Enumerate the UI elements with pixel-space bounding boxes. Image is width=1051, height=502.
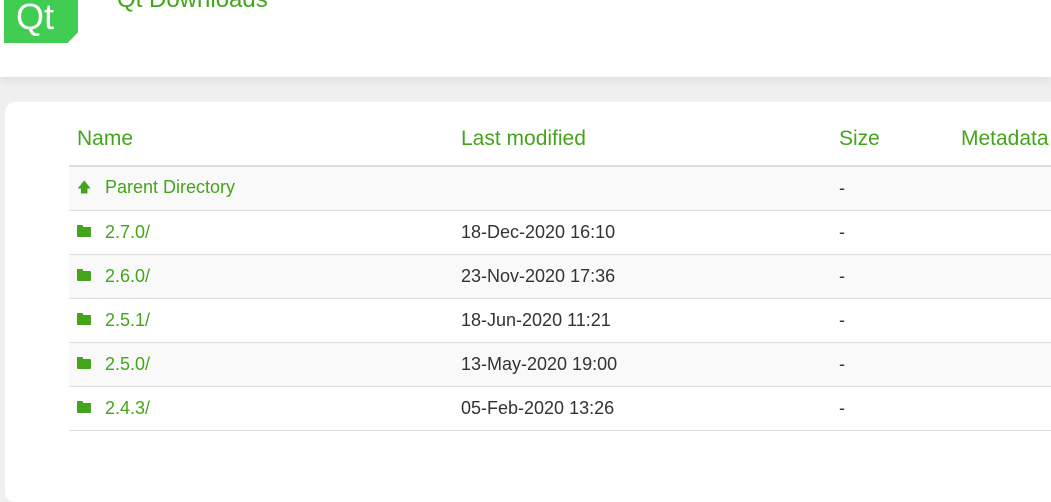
row-name: 2.6.0/: [105, 266, 151, 286]
row-modified: [461, 166, 839, 211]
row-name: 2.4.3/: [105, 398, 151, 418]
column-metadata[interactable]: Metadata: [961, 112, 1051, 167]
row-size: -: [839, 298, 961, 343]
table-row: 2.5.1/ 18-Jun-2020 11:21 -: [69, 298, 1051, 343]
listing-card: Name Last modified Size Metadata 🡅 Parent…: [5, 102, 1051, 502]
folder-link[interactable]: 2.4.3/: [77, 398, 150, 418]
column-name[interactable]: Name: [69, 112, 461, 167]
folder-link[interactable]: 2.5.1/: [77, 310, 150, 330]
row-metadata: [961, 342, 1051, 387]
folder-icon: [77, 225, 91, 238]
row-name: 2.7.0/: [105, 222, 151, 242]
row-metadata: [961, 298, 1051, 343]
table-header: Name Last modified Size Metadata: [69, 112, 1051, 167]
table-row: 2.7.0/ 18-Dec-2020 16:10 -: [69, 210, 1051, 255]
table-row: 2.6.0/ 23-Nov-2020 17:36 -: [69, 254, 1051, 299]
row-modified: 18-Jun-2020 11:21: [461, 298, 839, 343]
row-metadata: [961, 254, 1051, 299]
page-title: Qt Downloads: [117, 0, 268, 14]
column-size[interactable]: Size: [839, 112, 961, 167]
row-name: 2.5.1/: [105, 310, 151, 330]
row-modified: 23-Nov-2020 17:36: [461, 254, 839, 299]
table-row: 2.5.0/ 13-May-2020 19:00 -: [69, 342, 1051, 387]
qt-logo[interactable]: Qt: [4, 0, 78, 43]
folder-link[interactable]: 2.5.0/: [77, 354, 150, 374]
row-size: -: [839, 210, 961, 255]
row-size: -: [839, 254, 961, 299]
folder-link[interactable]: 2.7.0/: [77, 222, 150, 242]
folder-icon: [77, 313, 91, 326]
row-metadata: [961, 210, 1051, 255]
column-last-modified[interactable]: Last modified: [461, 112, 839, 167]
row-name: Parent Directory: [105, 177, 236, 198]
parent-directory-link[interactable]: 🡅 Parent Directory: [77, 177, 235, 197]
row-modified: 18-Dec-2020 16:10: [461, 210, 839, 255]
row-metadata: [961, 386, 1051, 431]
folder-icon: [77, 269, 91, 282]
row-name: 2.5.0/: [105, 354, 151, 374]
folder-link[interactable]: 2.6.0/: [77, 266, 150, 286]
arrow-up-icon: 🡅: [77, 178, 92, 195]
row-size: -: [839, 342, 961, 387]
table-row: 2.4.3/ 05-Feb-2020 13:26 -: [69, 386, 1051, 431]
table-row: 🡅 Parent Directory -: [69, 166, 1051, 211]
header: Qt Qt Downloads: [0, 0, 1051, 77]
row-metadata: [961, 166, 1051, 211]
file-table: Name Last modified Size Metadata 🡅 Parent…: [69, 112, 1051, 431]
row-size: -: [839, 166, 961, 211]
folder-icon: [77, 357, 91, 370]
row-modified: 05-Feb-2020 13:26: [461, 386, 839, 431]
row-modified: 13-May-2020 19:00: [461, 342, 839, 387]
folder-icon: [77, 401, 91, 414]
row-size: -: [839, 386, 961, 431]
